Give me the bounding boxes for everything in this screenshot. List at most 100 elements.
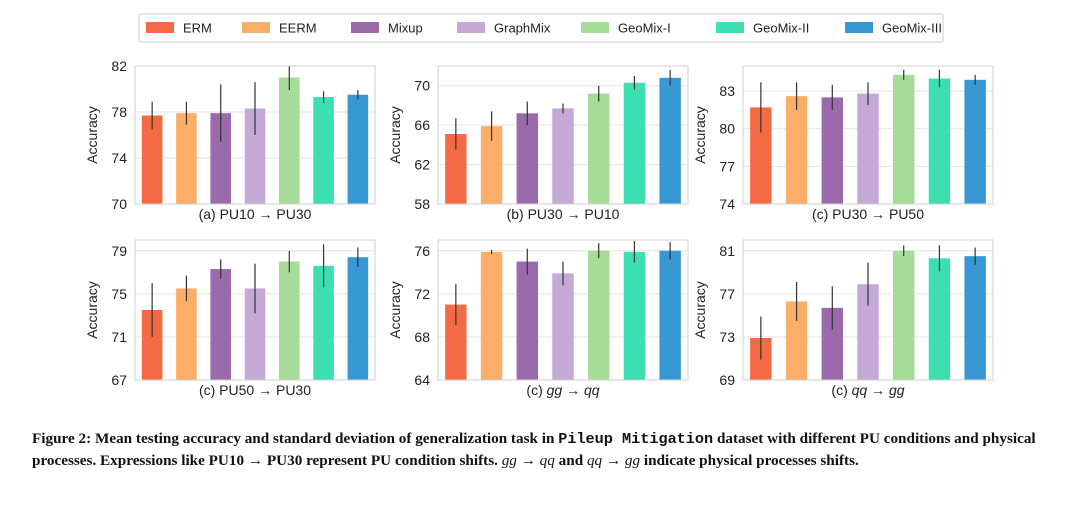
caption-expr-1: gg → qq [501,452,555,469]
chart-panel: 67 71 75 79 Accuracy (c) PU50 → PU30 [84,239,376,398]
legend-label: GraphMix [494,21,551,36]
figure-caption: Figure 2: Mean testing accuracy and stan… [32,428,1052,472]
plot-frame [134,239,376,381]
y-tick-label: 76 [414,243,430,259]
panel-title: (c) PU30 → PU50 [812,206,924,222]
legend-label: EERM [279,21,317,36]
bar [623,251,646,380]
bar [928,78,951,204]
legend-swatch [146,22,174,33]
figure: ERM EERM Mixup GraphMix GeoMix-I GeoMix-II Geo… [84,13,994,398]
caption-suffix: indicate physical processes shifts. [640,452,859,469]
panel-title: (a) PU10 → PU30 [199,206,312,222]
y-tick-label: 72 [414,286,430,302]
bar [750,107,772,204]
legend-swatch [716,22,744,33]
bar [857,284,879,380]
caption-prefix: Figure 2: Mean testing accuracy and stan… [32,430,559,447]
panel-title-part: qq [584,382,600,398]
chart-panel: 64 68 72 76 Accuracy (c) gg → qq [387,239,689,398]
legend-swatch [242,22,270,33]
panel-title: (c) PU50 → PU30 [199,382,311,398]
y-tick-label: 73 [719,329,735,345]
legend-swatch [581,22,609,33]
bar [244,108,266,204]
bar [785,96,808,204]
bar [347,257,369,380]
bar [279,77,300,204]
y-tick-label: 75 [111,286,127,302]
legend-label: GeoMix-III [882,21,942,36]
bar [445,304,467,380]
bar [480,126,503,204]
bar [313,265,334,380]
panel-title: (c) qq → gg [831,382,904,398]
y-axis-label: Accuracy [692,106,708,164]
plot-frame [742,239,994,381]
bar [821,97,843,204]
y-tick-label: 74 [719,196,735,212]
chart-panel: 74 77 80 83 Accuracy (c) PU30 → PU50 [692,65,994,222]
bar [141,310,163,380]
bar [785,301,808,380]
bar [313,97,334,204]
bar [964,256,986,380]
bar [623,82,646,204]
caption-and: and [554,452,587,469]
y-axis-label: Accuracy [692,281,708,339]
bar [893,250,915,380]
panel-title: (b) PU30 → PU10 [507,206,620,222]
plot-frame [134,65,376,205]
bar [176,288,197,380]
legend-label: ERM [183,21,212,36]
y-tick-label: 70 [414,78,430,94]
bar [821,307,843,380]
bar [279,261,300,380]
bar [893,74,915,204]
y-axis-label: Accuracy [387,281,403,339]
y-axis-label: Accuracy [387,106,403,164]
y-tick-label: 70 [111,196,127,212]
panel-title-part: → [562,382,584,398]
y-axis-label: Accuracy [84,106,100,164]
panel-title-part: gg [889,382,905,398]
y-tick-label: 66 [414,117,430,133]
legend: ERM EERM Mixup GraphMix GeoMix-I GeoMix-II Geo… [138,13,944,43]
bar [552,108,574,204]
bar [141,115,163,204]
y-tick-label: 83 [719,83,735,99]
panel-title-part: (c) [831,382,851,398]
panel-title-part: gg [547,382,563,398]
bar [244,288,266,380]
bar [659,77,681,204]
y-tick-label: 82 [111,58,127,74]
bar [588,250,610,380]
chart-panel: 58 62 66 70 Accuracy (b) PU30 → PU10 [387,65,689,222]
y-tick-label: 74 [111,150,127,166]
bar [964,79,986,204]
y-axis-label: Accuracy [84,281,100,339]
bar [210,269,231,380]
panel-title-part: qq [852,382,868,398]
bar [659,250,681,380]
plot-frame [742,65,994,205]
bar [445,134,467,204]
bar [176,113,197,204]
bar [480,251,503,380]
legend-label: Mixup [388,21,423,36]
plot-frame [437,239,689,381]
panel-title-part: (c) [526,382,546,398]
panel-title-part: → [867,382,889,398]
y-tick-label: 62 [414,157,430,173]
legend-swatch [351,22,379,33]
caption-expr-2: qq → gg [586,452,641,469]
chart-panel: 70 74 78 82 Accuracy (a) PU10 → PU30 [84,58,376,222]
bar [210,113,231,204]
bar [347,94,369,204]
y-tick-label: 78 [111,104,127,120]
chart-panels: 70 74 78 82 Accuracy (a) PU10 → PU30 58 62 66 70 A… [84,58,994,398]
legend-label: GeoMix-II [753,21,809,36]
y-tick-label: 71 [111,329,127,345]
bar [857,93,879,204]
y-tick-label: 64 [414,372,430,388]
